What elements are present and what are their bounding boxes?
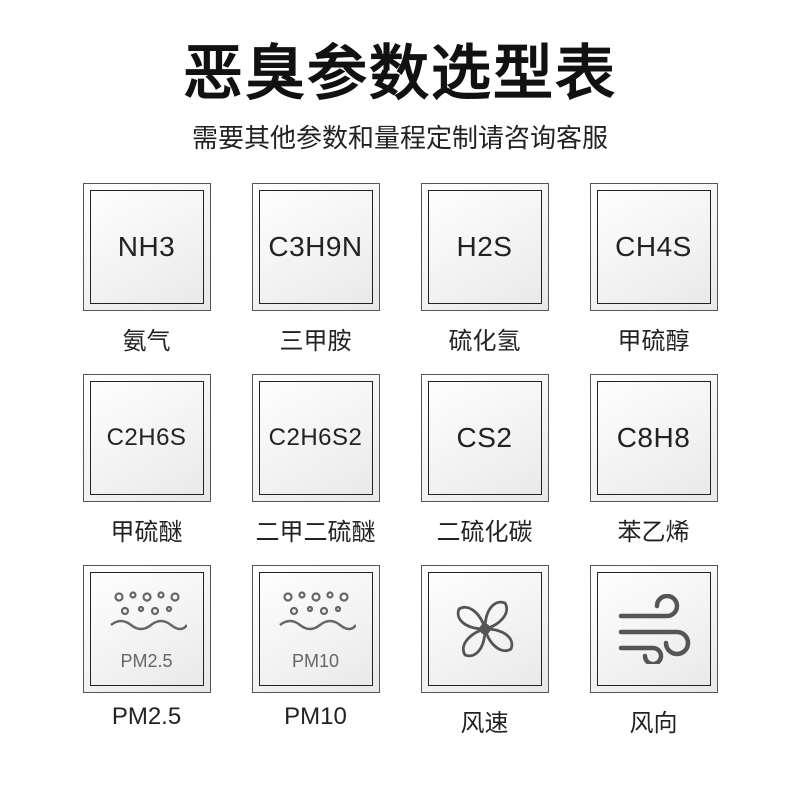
param-label: 二硫化碳 bbox=[437, 512, 533, 547]
param-cell-c3h9n: C3H9N 三甲胺 bbox=[249, 183, 382, 356]
param-cell-winddir: 风向 bbox=[587, 565, 720, 738]
fan-icon bbox=[445, 589, 525, 669]
param-label: 三甲胺 bbox=[280, 321, 352, 356]
param-tile: C3H9N bbox=[252, 183, 380, 311]
pm-text: PM10 bbox=[292, 651, 339, 672]
wind-icon bbox=[613, 594, 695, 664]
param-label: 氨气 bbox=[123, 321, 171, 356]
param-formula: CH4S bbox=[615, 231, 692, 263]
param-tile bbox=[590, 565, 718, 693]
param-tile: NH3 bbox=[83, 183, 211, 311]
param-cell-c8h8: C8H8 苯乙烯 bbox=[587, 374, 720, 547]
param-cell-cs2: CS2 二硫化碳 bbox=[418, 374, 551, 547]
param-tile bbox=[421, 565, 549, 693]
param-cell-windspeed: 风速 bbox=[418, 565, 551, 738]
param-formula: C2H6S2 bbox=[269, 424, 363, 452]
param-tile: PM10 bbox=[252, 565, 380, 693]
param-cell-nh3: NH3 氨气 bbox=[80, 183, 213, 356]
param-tile: H2S bbox=[421, 183, 549, 311]
param-cell-pm25: PM2.5 PM2.5 bbox=[80, 565, 213, 738]
particles-icon bbox=[276, 587, 356, 647]
pm-text: PM2.5 bbox=[120, 651, 172, 672]
param-cell-c2h6s2: C2H6S2 二甲二硫醚 bbox=[249, 374, 382, 547]
page-subtitle: 需要其他参数和量程定制请咨询客服 bbox=[80, 118, 720, 155]
param-label: 二甲二硫醚 bbox=[256, 512, 376, 547]
parameter-grid: NH3 氨气 C3H9N 三甲胺 H2S 硫化氢 CH4S 甲硫醇 C2H6S … bbox=[80, 183, 720, 738]
param-cell-ch4s: CH4S 甲硫醇 bbox=[587, 183, 720, 356]
param-label: 风向 bbox=[630, 703, 678, 738]
param-formula: C2H6S bbox=[107, 424, 187, 452]
param-label: 风速 bbox=[461, 703, 509, 738]
param-cell-c2h6s: C2H6S 甲硫醚 bbox=[80, 374, 213, 547]
param-formula: H2S bbox=[457, 231, 513, 263]
param-formula: CS2 bbox=[457, 422, 513, 454]
param-formula: C8H8 bbox=[617, 422, 691, 454]
param-formula: NH3 bbox=[118, 231, 176, 263]
param-label: 甲硫醚 bbox=[111, 512, 183, 547]
param-cell-h2s: H2S 硫化氢 bbox=[418, 183, 551, 356]
param-formula: C3H9N bbox=[268, 231, 362, 263]
param-tile: CS2 bbox=[421, 374, 549, 502]
page-title: 恶臭参数选型表 bbox=[80, 25, 720, 112]
param-label: PM10 bbox=[284, 703, 347, 731]
param-label: 苯乙烯 bbox=[618, 512, 690, 547]
param-tile: C8H8 bbox=[590, 374, 718, 502]
param-cell-pm10: PM10 PM10 bbox=[249, 565, 382, 738]
param-tile: PM2.5 bbox=[83, 565, 211, 693]
param-tile: C2H6S2 bbox=[252, 374, 380, 502]
param-label: 硫化氢 bbox=[449, 321, 521, 356]
param-tile: CH4S bbox=[590, 183, 718, 311]
param-label: 甲硫醇 bbox=[618, 321, 690, 356]
param-label: PM2.5 bbox=[112, 703, 181, 731]
param-tile: C2H6S bbox=[83, 374, 211, 502]
particles-icon bbox=[107, 587, 187, 647]
